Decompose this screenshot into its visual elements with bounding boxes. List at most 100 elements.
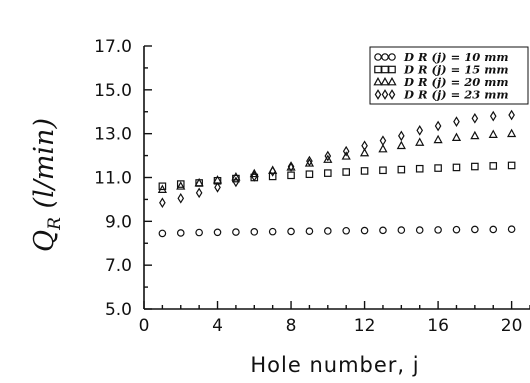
data-point [397,226,406,234]
data-point [489,225,498,234]
data-point [378,143,388,153]
data-point [379,226,387,235]
data-point [158,182,167,191]
legend-label: D R (j) = 10 mm [403,50,509,64]
data-point [159,197,166,209]
data-point [507,161,516,170]
data-point [231,172,241,181]
series-diamond [159,109,515,209]
legend-marker [381,53,389,61]
data-point [250,171,258,182]
legend-marker [388,65,396,74]
data-point [398,130,405,142]
data-point [415,137,425,146]
data-point [452,163,461,172]
y-tick-label: 17.0 [94,37,132,57]
data-point [361,140,368,152]
data-point [453,116,460,127]
x-tick-label: 12 [354,316,376,336]
legend-box [369,46,529,105]
data-point [324,150,332,162]
data-point [232,176,240,188]
y-axis-label-rest: (l/min) [29,118,60,217]
data-point [489,110,497,122]
data-point [470,130,480,140]
data-point [341,151,351,160]
y-axis-label-main: Q [29,230,60,252]
x-tick-label: 0 [139,316,150,336]
data-point [471,225,479,234]
data-point [396,140,406,150]
x-tick-label: 16 [427,316,449,336]
data-point [250,228,259,236]
data-point [194,177,204,187]
ticks: 5.0 7.0 9.0 11.0 13.0 15.0 17.0 0 4 8 12 16 20 [94,37,530,336]
data-point [488,129,498,138]
data-point [287,161,295,172]
data-point [269,166,276,177]
data-point [342,145,350,157]
data-point [434,164,442,172]
data-point [379,135,387,147]
data-point [249,168,259,178]
data-point [379,166,387,175]
x-tick-label: 20 [501,316,523,336]
data-point [434,226,442,234]
legend-marker [388,89,396,100]
data-point [176,229,185,237]
data-point [451,132,462,142]
data-point [195,228,203,237]
x-tick-label: 8 [286,316,297,336]
data-point [416,125,424,136]
data-point [268,227,277,236]
data-point [177,192,185,204]
legend-marker [381,89,389,100]
data-point [213,228,222,237]
data-point [157,184,167,193]
data-point [324,227,332,235]
data-point [324,169,332,177]
data-point [397,165,406,174]
legend-marker [373,76,383,86]
data-point [305,227,314,235]
legend-label: D R (j) = 15 mm [403,63,509,77]
legend-marker [380,76,390,86]
data-point [214,182,221,193]
legend-marker [374,53,382,61]
series-triangle [157,128,517,193]
data-point [232,228,240,236]
data-point [287,227,295,236]
data-point [471,112,479,124]
y-axis-label: QR (l/min) [29,118,65,252]
data-point [287,171,295,180]
data-point [434,120,442,132]
data-point [176,180,185,188]
x-axis-label: Hole number, j [250,353,419,377]
x-tick-label: 4 [212,316,223,336]
data-point [507,225,516,234]
data-point [415,226,424,234]
legend-marker [374,65,382,74]
y-tick-label: 5.0 [105,300,132,320]
series-circle [158,225,516,238]
data-point [360,226,369,235]
data-point [489,162,498,170]
legend: D R (j) = 10 mmD R (j) = 15 mmD R (j) = … [369,46,529,105]
y-tick-label: 15.0 [94,81,132,101]
y-tick-label: 7.0 [105,256,132,276]
data-point [176,181,186,190]
data-point [323,154,333,163]
legend-marker [374,89,382,100]
series-square [158,161,516,191]
y-tick-label: 13.0 [94,125,132,145]
data-points [157,109,517,238]
data-point [306,155,313,167]
data-point [195,187,203,199]
legend-label: D R (j) = 20 mm [403,75,509,89]
data-point [359,147,370,157]
legend-marker [388,53,396,61]
data-point [415,164,424,173]
data-point [360,167,369,175]
legend-marker [387,76,397,86]
